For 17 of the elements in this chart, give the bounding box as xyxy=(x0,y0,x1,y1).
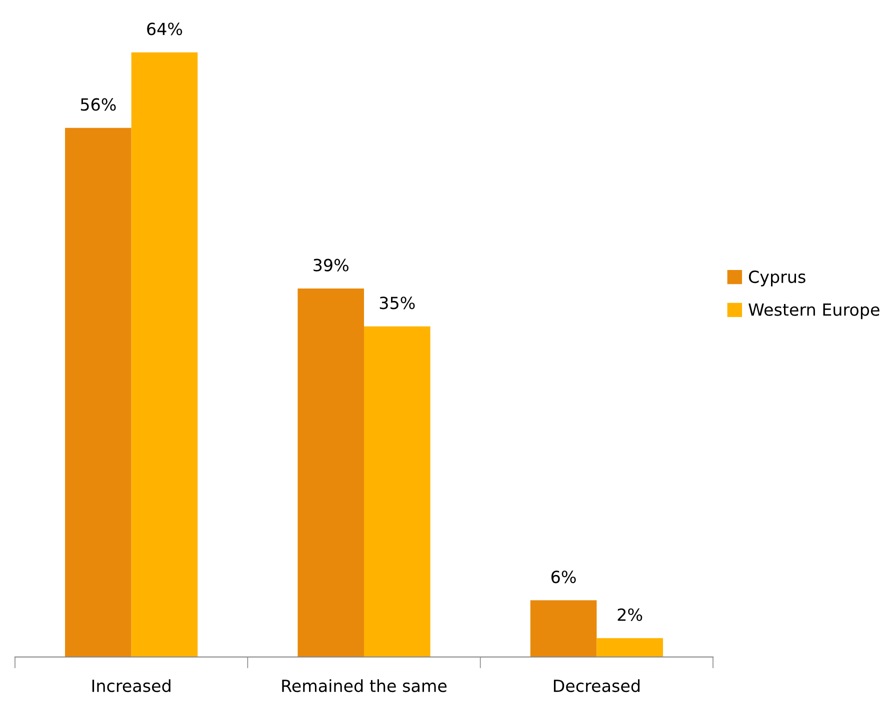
bar xyxy=(364,326,430,657)
data-label: 35% xyxy=(380,296,415,310)
bar xyxy=(131,52,198,657)
legend-label: Western Europe xyxy=(748,304,880,320)
data-label: 39% xyxy=(314,258,348,272)
x-tick-label: Decreased xyxy=(554,679,640,692)
bar xyxy=(530,600,597,657)
data-label: 56% xyxy=(80,98,116,111)
bar xyxy=(596,638,663,657)
bar xyxy=(65,128,132,657)
x-tick-label: Increased xyxy=(92,679,170,692)
data-label: 6% xyxy=(551,570,576,584)
data-label: 2% xyxy=(618,608,642,621)
data-label: 64% xyxy=(147,22,182,36)
x-tick-label: Remained the same xyxy=(282,679,447,692)
bar xyxy=(298,288,364,657)
legend-label: Cyprus xyxy=(748,270,806,286)
